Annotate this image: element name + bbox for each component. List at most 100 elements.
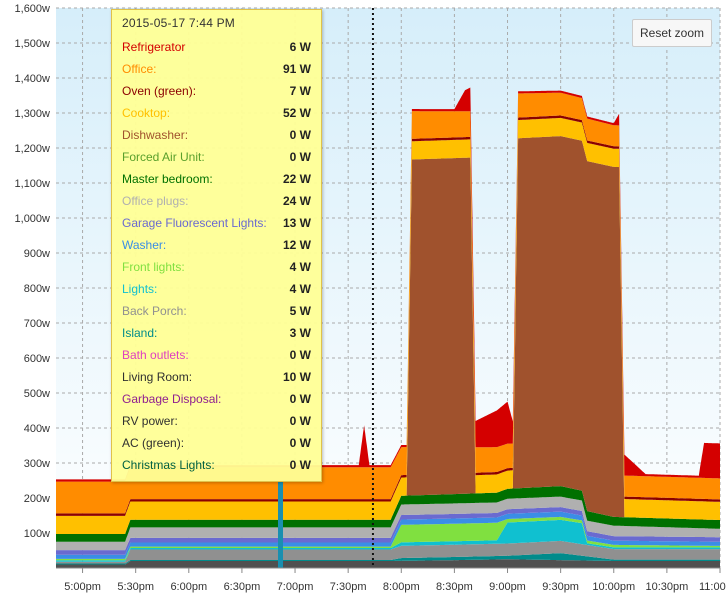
tooltip-series-value: 0 W bbox=[289, 414, 311, 428]
tooltip-row: Living Room: 10 W bbox=[122, 366, 311, 388]
tooltip-series-value: 91 W bbox=[282, 62, 311, 76]
tooltip-row: RV power: 0 W bbox=[122, 410, 311, 432]
tooltip-series-name: Living Room: bbox=[122, 370, 193, 384]
tooltip-row: Dishwasher: 0 W bbox=[122, 124, 311, 146]
y-tick-label: 800w bbox=[24, 283, 50, 295]
tooltip-series-name: Cooktop: bbox=[122, 106, 171, 120]
x-tick-label: 6:30pm bbox=[224, 581, 261, 593]
tooltip-row: Master bedroom: 22 W bbox=[122, 168, 311, 190]
y-tick-label: 100w bbox=[24, 528, 50, 540]
x-tick-label: 9:00pm bbox=[489, 581, 526, 593]
x-tick-label: 7:00pm bbox=[277, 581, 314, 593]
tooltip-row: Refrigerator 6 W bbox=[122, 36, 311, 58]
tooltip-row: AC (green): 0 W bbox=[122, 432, 311, 454]
series-area-master-bedroom[interactable] bbox=[56, 486, 720, 542]
tooltip-series-value: 7 W bbox=[289, 84, 311, 98]
x-tick-label: 5:00pm bbox=[64, 581, 101, 593]
series-area-office-plugs[interactable] bbox=[56, 496, 720, 551]
x-tick-label: 5:30pm bbox=[117, 581, 154, 593]
x-tick-label: 7:30pm bbox=[330, 581, 367, 593]
series-area-living-room[interactable] bbox=[56, 559, 720, 568]
x-tick-label: 8:00pm bbox=[383, 581, 420, 593]
tooltip-series-value: 0 W bbox=[289, 348, 311, 362]
tooltip-series-value: 13 W bbox=[282, 216, 311, 230]
x-tick-label: 10:00pm bbox=[592, 581, 635, 593]
reset-zoom-button[interactable]: Reset zoom bbox=[632, 19, 712, 47]
tooltip-row: Christmas Lights: 0 W bbox=[122, 454, 311, 476]
tooltip-row: Oven (green): 7 W bbox=[122, 80, 311, 102]
y-tick-label: 1,400w bbox=[15, 73, 51, 85]
tooltip-row: Lights: 4 W bbox=[122, 278, 311, 300]
tooltip-series-name: Oven (green): bbox=[122, 84, 197, 98]
tooltip-series-name: Garbage Disposal: bbox=[122, 392, 222, 406]
tooltip-series-value: 0 W bbox=[289, 458, 311, 472]
y-tick-label: 1,300w bbox=[15, 108, 51, 120]
tooltip-series-name: Bath outlets: bbox=[122, 348, 189, 362]
tooltip-series-value: 3 W bbox=[289, 326, 311, 340]
tooltip-series-value: 0 W bbox=[289, 150, 311, 164]
x-tick-label: 8:30pm bbox=[436, 581, 473, 593]
y-tick-label: 400w bbox=[24, 423, 50, 435]
x-tick-label: 9:30pm bbox=[542, 581, 579, 593]
tooltip: 2015-05-17 7:44 PM Refrigerator 6 W Office… bbox=[111, 9, 322, 482]
tooltip-row: Garbage Disposal: 0 W bbox=[122, 388, 311, 410]
tooltip-series-name: Dishwasher: bbox=[122, 128, 189, 142]
tooltip-row: Office: 91 W bbox=[122, 58, 311, 80]
y-axis: 100w 200w 300w 400w 500w 600w 700w 800w 900w 1,00… bbox=[15, 3, 51, 540]
tooltip-row: Front lights: 4 W bbox=[122, 256, 311, 278]
tooltip-row: Washer: 12 W bbox=[122, 234, 311, 256]
tooltip-series-name: Lights: bbox=[122, 282, 158, 296]
tooltip-rows: Refrigerator 6 W Office: 91 W Oven (green): 7… bbox=[122, 36, 311, 476]
series-area-island[interactable] bbox=[56, 553, 720, 565]
tooltip-series-value: 4 W bbox=[289, 282, 311, 296]
tooltip-series-name: Office: bbox=[122, 62, 157, 76]
hover-marker bbox=[278, 482, 283, 568]
tooltip-row: Cooktop: 52 W bbox=[122, 102, 311, 124]
y-tick-label: 1,500w bbox=[15, 38, 51, 50]
series-area-lights[interactable] bbox=[56, 519, 720, 562]
tooltip-row: Garage Fluorescent Lights: 13 W bbox=[122, 212, 311, 234]
x-axis: 5:00pm 5:30pm 6:00pm 6:30pm 7:00pm 7:30pm 8:00… bbox=[56, 567, 726, 593]
y-tick-label: 1,000w bbox=[15, 213, 51, 225]
tooltip-row: Back Porch: 5 W bbox=[122, 300, 311, 322]
y-tick-label: 500w bbox=[24, 388, 50, 400]
tooltip-series-value: 5 W bbox=[289, 304, 311, 318]
tooltip-series-value: 0 W bbox=[289, 392, 311, 406]
tooltip-series-name: Island: bbox=[122, 326, 158, 340]
tooltip-series-name: Washer: bbox=[122, 238, 167, 252]
tooltip-series-value: 12 W bbox=[282, 238, 311, 252]
tooltip-series-name: Back Porch: bbox=[122, 304, 187, 318]
tooltip-series-name: Forced Air Unit: bbox=[122, 150, 205, 164]
tooltip-series-name: Office plugs: bbox=[122, 194, 189, 208]
tooltip-series-value: 0 W bbox=[289, 128, 311, 142]
x-tick-label: 6:00pm bbox=[170, 581, 207, 593]
y-tick-label: 900w bbox=[24, 248, 50, 260]
tooltip-series-value: 0 W bbox=[289, 436, 311, 450]
y-tick-label: 1,200w bbox=[15, 143, 51, 155]
y-tick-label: 600w bbox=[24, 353, 50, 365]
tooltip-series-name: AC (green): bbox=[122, 436, 185, 450]
y-tick-label: 1,100w bbox=[15, 178, 51, 190]
tooltip-series-name: Garage Fluorescent Lights: bbox=[122, 216, 267, 230]
x-tick-label: 10:30pm bbox=[645, 581, 688, 593]
tooltip-series-value: 6 W bbox=[289, 40, 311, 54]
tooltip-series-value: 22 W bbox=[282, 172, 311, 186]
tooltip-series-name: Refrigerator bbox=[122, 40, 186, 54]
tooltip-series-name: RV power: bbox=[122, 414, 178, 428]
tooltip-row: Office plugs: 24 W bbox=[122, 190, 311, 212]
y-tick-label: 200w bbox=[24, 493, 50, 505]
series-area-back-porch[interactable] bbox=[56, 540, 720, 564]
tooltip-row: Forced Air Unit: 0 W bbox=[122, 146, 311, 168]
tooltip-series-value: 24 W bbox=[282, 194, 311, 208]
tooltip-row: Island: 3 W bbox=[122, 322, 311, 344]
tooltip-series-value: 4 W bbox=[289, 260, 311, 274]
tooltip-time: 2015-05-17 7:44 PM bbox=[122, 16, 236, 30]
y-tick-label: 700w bbox=[24, 318, 50, 330]
y-tick-label: 1,600w bbox=[15, 3, 51, 15]
x-tick-label: 11:00pm bbox=[699, 581, 726, 593]
tooltip-series-name: Christmas Lights: bbox=[122, 458, 215, 472]
series-area-dishwasher[interactable] bbox=[56, 136, 720, 534]
tooltip-series-value: 52 W bbox=[282, 106, 311, 120]
tooltip-series-value: 10 W bbox=[282, 370, 311, 384]
